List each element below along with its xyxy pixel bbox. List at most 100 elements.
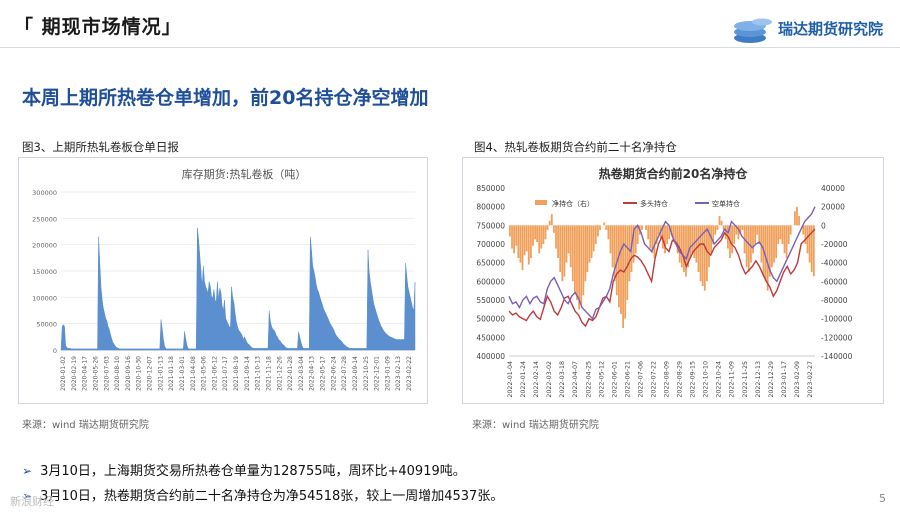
x-tick-label: 2020-04-17	[82, 356, 89, 391]
x-tick-label: 2022-10-25	[363, 356, 370, 391]
bullet-2: ➢ 3月10日，热卷期货合约前二十名净持仓为净54518张，较上一周增加4537张…	[22, 485, 503, 504]
net-position-bar	[787, 225, 790, 244]
fig4-caption: 图4、热轧卷板期货合约前二十名净持仓	[474, 140, 677, 154]
net-position-bar	[735, 225, 738, 235]
net-position-bar	[618, 225, 620, 308]
net-position-bar	[590, 225, 593, 258]
y-tick-label: 200000	[32, 242, 57, 250]
net-position-bar	[555, 225, 557, 249]
net-position-bar	[527, 225, 530, 265]
net-position-bar	[747, 225, 750, 272]
net-position-bar	[567, 225, 570, 254]
net-position-bar	[779, 225, 782, 240]
net-position-bar	[741, 225, 744, 230]
net-position-bar	[697, 225, 700, 272]
net-position-bar	[657, 225, 660, 235]
net-position-bar	[722, 225, 725, 230]
net-position-bar	[666, 225, 668, 244]
net-position-bar	[523, 225, 526, 256]
net-position-bar	[718, 216, 721, 226]
net-position-bar	[632, 225, 635, 263]
net-position-bar	[655, 225, 658, 244]
net-position-bar	[760, 225, 763, 263]
x-tick-label: 2020-05-26	[92, 356, 99, 391]
net-position-bar	[613, 225, 616, 282]
net-position-bar	[536, 225, 538, 243]
net-position-bar	[594, 225, 597, 244]
y-right-tick-label: -60000	[821, 277, 848, 286]
y-tick-label: 250000	[32, 215, 57, 223]
net-position-bar	[561, 225, 564, 282]
net-position-bar	[689, 225, 691, 258]
net-position-bar	[620, 225, 622, 314]
x-tick-label: 2022-01-24	[520, 361, 527, 398]
net-position-bar	[789, 225, 792, 235]
net-position-bar	[724, 225, 727, 240]
net-position-bar	[584, 225, 587, 282]
net-position-bar	[768, 225, 771, 277]
net-position-bar	[651, 225, 654, 254]
x-tick-label: 2022-05-17	[320, 356, 327, 391]
x-tick-label: 2022-03-04	[298, 356, 305, 391]
net-position-bar	[745, 225, 748, 268]
net-position-bar	[615, 225, 618, 296]
page-title: 「 期现市场情况」	[14, 16, 182, 38]
fig4-chart: 热卷期货合约前20名净持仓 850000 800000 750000 700000 650…	[463, 158, 883, 403]
net-position-bar	[806, 225, 809, 254]
chart-title: 库存期货:热轧卷板（吨）	[182, 167, 307, 181]
net-position-bar	[649, 225, 652, 249]
y-tick-label: 50000	[36, 321, 57, 329]
net-position-bar	[546, 225, 549, 230]
y-right-tick-label: -140000	[821, 352, 853, 361]
x-tick-label: 2022-05-12	[598, 361, 605, 398]
net-position-bar	[810, 225, 813, 272]
x-tick-label: 2022-07-06	[637, 361, 644, 398]
x-tick-label: 2022-01-28	[287, 356, 294, 391]
net-position-bar	[538, 225, 541, 254]
net-position-bar	[771, 225, 773, 268]
x-tick-label: 2022-04-07	[572, 361, 579, 398]
short-position-line	[508, 206, 816, 321]
brand-name: 瑞达期货研究院	[778, 20, 884, 38]
fig4-panel: 热卷期货合约前20名净持仓 850000 800000 750000 700000 650…	[462, 157, 884, 404]
net-position-bar	[701, 225, 704, 286]
x-tick-label: 2023-02-13	[395, 356, 402, 391]
net-position-bar	[804, 225, 807, 244]
long-position-line	[508, 228, 816, 328]
inventory-area	[60, 227, 416, 351]
fig3-source: 来源：wind 瑞达期货研究院	[22, 420, 149, 431]
fig4-source: 来源：wind 瑞达期货研究院	[472, 420, 599, 431]
net-position-bar	[691, 225, 694, 254]
net-position-bar	[733, 225, 736, 244]
x-tick-label: 2022-08-29	[677, 361, 684, 398]
header-divider	[0, 47, 900, 48]
net-position-bar	[758, 225, 761, 244]
net-position-bar	[687, 225, 689, 268]
x-tick-label: 2021-04-08	[190, 356, 197, 391]
net-position-bar	[636, 225, 639, 244]
x-tick-label: 2022-06-24	[330, 356, 337, 391]
chart-bg	[19, 158, 427, 403]
net-position-bar	[796, 206, 798, 226]
y-left-tick-label: 500000	[476, 315, 505, 324]
x-tick-label: 2023-01-09	[384, 356, 391, 391]
net-position-bar	[519, 225, 522, 263]
net-position-bar	[703, 225, 706, 291]
net-position-bar	[586, 225, 589, 272]
page-number: 5	[879, 492, 886, 505]
y-right-tick-label: -100000	[821, 315, 853, 324]
x-tick-label: 2021-12-26	[276, 356, 283, 391]
x-tick-label: 2023-01-17	[781, 361, 788, 398]
net-position-bar	[582, 225, 585, 296]
net-position-bar	[777, 225, 780, 244]
y-left-tick-label: 400000	[476, 352, 505, 361]
net-position-bar	[592, 225, 595, 252]
x-tick-label: 2021-10-13	[255, 356, 262, 391]
legend-label: 空单持仓	[712, 199, 740, 208]
y-left-tick-label: 800000	[476, 203, 505, 212]
net-position-bar	[812, 225, 815, 277]
net-position-bar	[580, 225, 583, 305]
y-left-tick-label: 450000	[476, 333, 505, 342]
net-position-bar	[544, 225, 547, 240]
x-tick-label: 2022-08-09	[664, 361, 671, 398]
